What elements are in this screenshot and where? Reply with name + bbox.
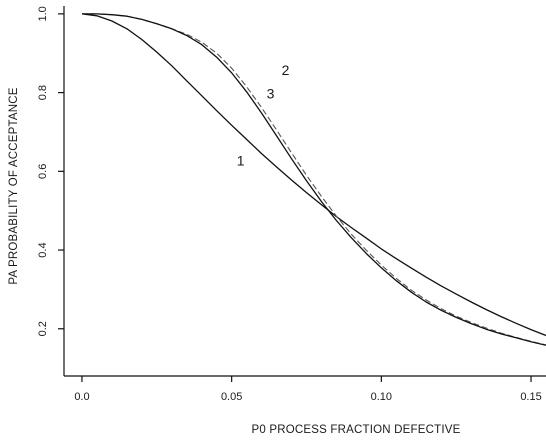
- curve-label-2: 2: [282, 62, 290, 78]
- x-axis-title: P0 PROCESS FRACTION DEFECTIVE: [252, 424, 461, 436]
- y-tick-label: 0.4: [37, 242, 49, 257]
- series-line-1: [81, 13, 546, 337]
- axes: 0.0 0.05 0.10 0.15 0.2 0.4 0.6 0.8 1.0: [37, 6, 546, 403]
- x-tick-label: 0.0: [74, 391, 89, 403]
- x-tick-label: 0.15: [520, 391, 541, 403]
- series-line-2: [82, 13, 546, 346]
- curve-label-1: 1: [237, 152, 245, 168]
- y-axis-title: PA PROBABILITY OF ACCEPTANCE: [8, 87, 20, 284]
- x-tick-label: 0.10: [371, 391, 392, 403]
- series-lines: [81, 13, 546, 346]
- curve-labels: 1 23: [237, 62, 290, 169]
- y-tick-label: 0.6: [37, 164, 49, 179]
- series-line-3: [82, 13, 546, 346]
- y-tick-label: 0.2: [37, 321, 49, 336]
- y-tick-label: 0.8: [37, 85, 49, 100]
- y-tick-label: 1.0: [37, 6, 49, 21]
- curve-label-3: 3: [267, 86, 275, 102]
- x-tick-label: 0.05: [221, 391, 242, 403]
